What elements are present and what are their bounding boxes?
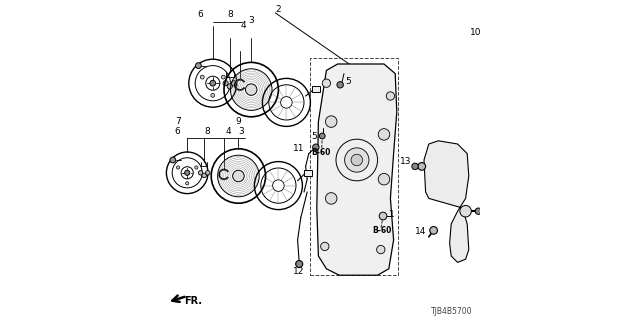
Circle shape [232, 81, 237, 86]
Circle shape [202, 173, 206, 178]
Circle shape [319, 133, 325, 139]
Text: 1: 1 [389, 210, 395, 219]
Circle shape [200, 75, 204, 79]
Circle shape [337, 82, 343, 88]
Circle shape [210, 80, 216, 86]
Circle shape [227, 84, 232, 89]
Polygon shape [317, 64, 397, 275]
Text: 11: 11 [293, 144, 305, 153]
Text: 8: 8 [227, 10, 232, 19]
Circle shape [322, 79, 331, 87]
Circle shape [460, 205, 471, 217]
Circle shape [412, 163, 419, 170]
Circle shape [296, 260, 303, 268]
Circle shape [326, 116, 337, 127]
Circle shape [321, 242, 329, 251]
Circle shape [378, 173, 390, 185]
Circle shape [430, 227, 438, 234]
Text: 9: 9 [236, 117, 241, 126]
Text: 10: 10 [470, 28, 481, 36]
Circle shape [198, 171, 203, 175]
Circle shape [170, 157, 175, 163]
Circle shape [418, 163, 426, 170]
Text: 4: 4 [241, 21, 246, 30]
Circle shape [378, 129, 390, 140]
Circle shape [351, 154, 362, 166]
Circle shape [186, 182, 189, 185]
Text: 5: 5 [312, 132, 317, 140]
Circle shape [223, 81, 228, 86]
Circle shape [313, 144, 319, 150]
Circle shape [344, 148, 369, 172]
Polygon shape [424, 141, 468, 262]
Text: 6: 6 [197, 10, 203, 19]
Text: 7: 7 [175, 117, 180, 126]
Circle shape [233, 170, 244, 182]
Text: B-60: B-60 [372, 226, 392, 235]
Circle shape [205, 171, 210, 175]
Text: 3: 3 [248, 16, 254, 25]
Circle shape [184, 170, 189, 175]
Circle shape [386, 92, 394, 100]
Circle shape [475, 208, 481, 214]
Text: B-60: B-60 [311, 148, 331, 157]
Text: 13: 13 [400, 157, 412, 166]
Circle shape [177, 166, 180, 169]
Circle shape [376, 245, 385, 254]
Text: 8: 8 [205, 127, 210, 136]
Text: 6: 6 [175, 127, 180, 136]
Circle shape [195, 166, 198, 169]
Text: 2: 2 [276, 5, 281, 14]
Circle shape [196, 63, 201, 68]
Text: TJB4B5700: TJB4B5700 [431, 307, 472, 316]
Bar [310, 58, 398, 275]
Text: 3: 3 [239, 127, 244, 136]
Text: FR.: FR. [184, 296, 202, 307]
Text: 12: 12 [292, 267, 304, 276]
Text: 14: 14 [415, 228, 426, 236]
Circle shape [221, 75, 225, 79]
Circle shape [326, 193, 337, 204]
Circle shape [211, 93, 215, 97]
FancyBboxPatch shape [305, 170, 312, 176]
Circle shape [246, 84, 257, 95]
Circle shape [379, 212, 387, 220]
FancyBboxPatch shape [312, 86, 320, 92]
Text: 4: 4 [226, 127, 232, 136]
Text: 5: 5 [345, 77, 351, 86]
